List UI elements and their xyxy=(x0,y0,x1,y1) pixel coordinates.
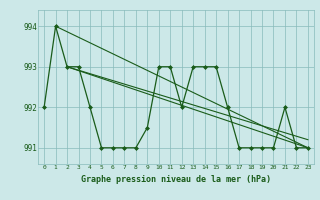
X-axis label: Graphe pression niveau de la mer (hPa): Graphe pression niveau de la mer (hPa) xyxy=(81,175,271,184)
